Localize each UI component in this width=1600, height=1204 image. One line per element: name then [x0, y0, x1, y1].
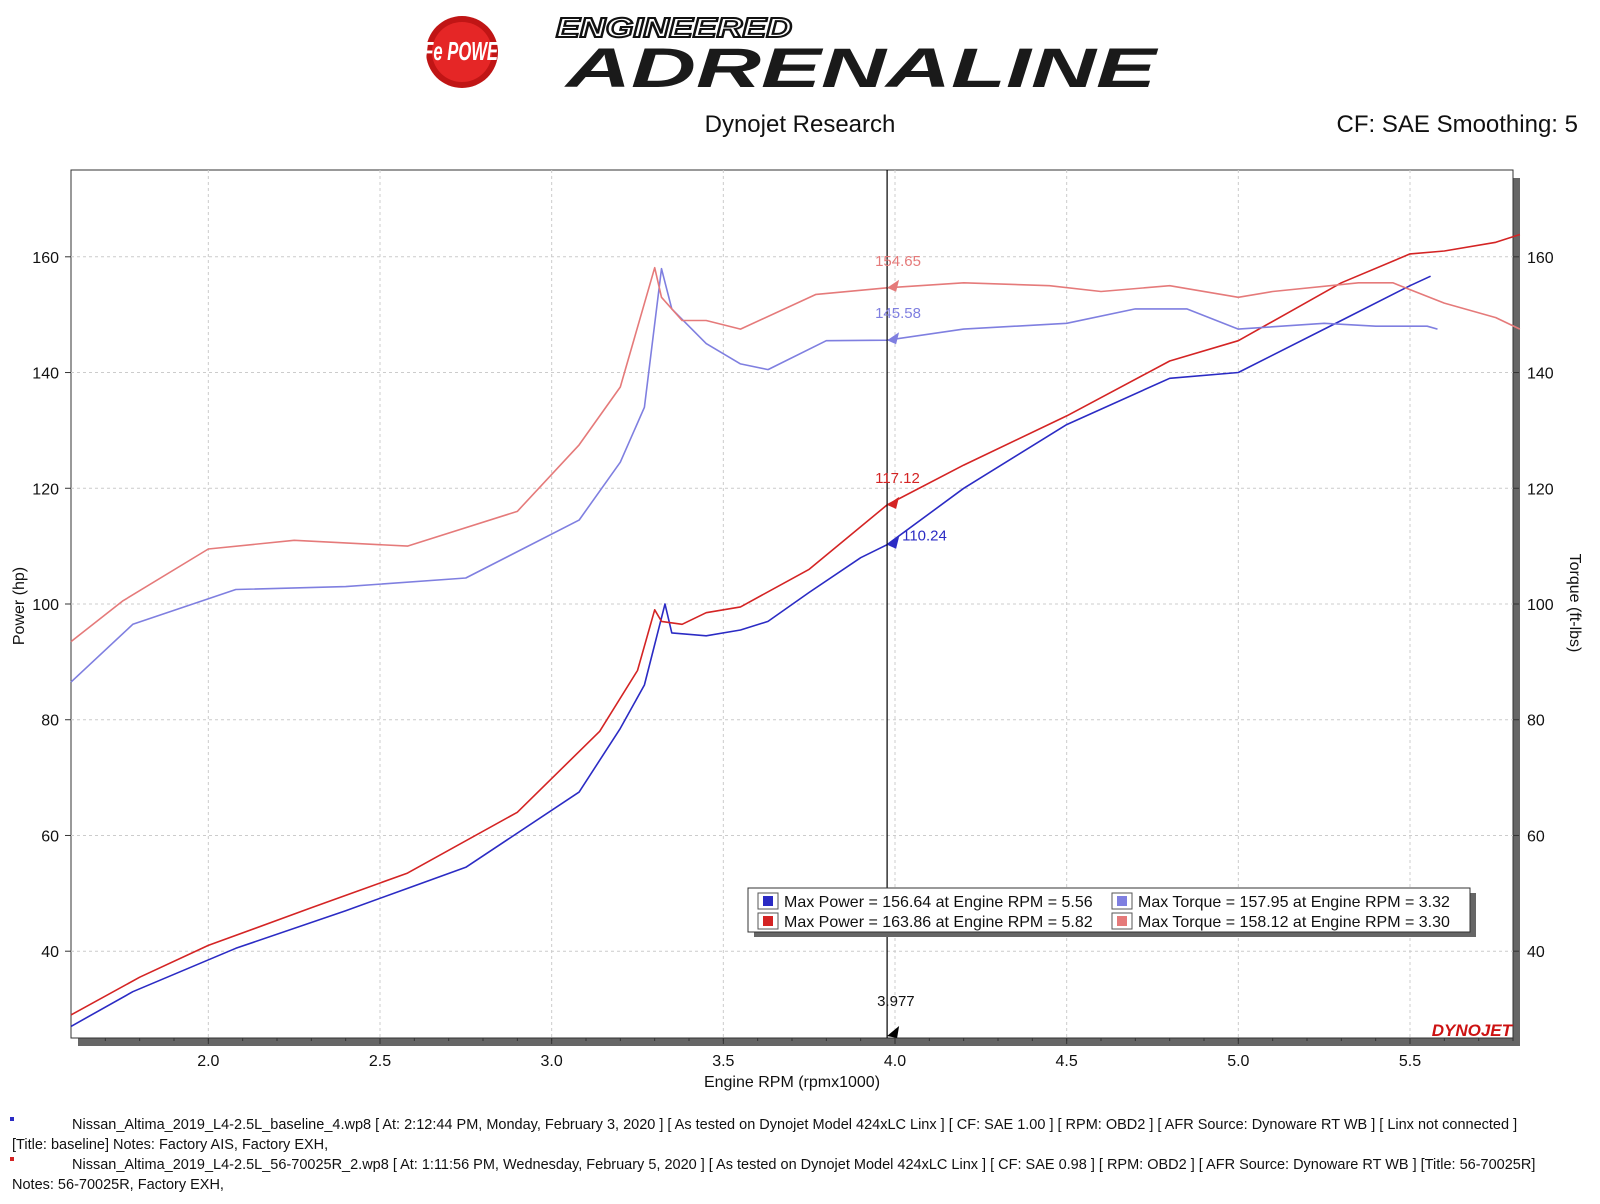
run2-marker-icon	[10, 1157, 14, 1161]
legend-swatch	[763, 916, 773, 926]
y-tick-label-left: 120	[32, 481, 59, 498]
axis-ticks: 2.0 2.5 3.0 3.5 4.0 4.5 5.0 5.5 40 40 60 60 80 80 100 1…	[32, 250, 1554, 1070]
series-mod-power	[70, 233, 1521, 1016]
afe-logo: aFe POWER	[414, 16, 510, 88]
run1-info: Nissan_Altima_2019_L4-2.5L_baseline_4.wp…	[72, 1117, 1518, 1133]
run1-marker-icon	[10, 1117, 14, 1121]
y-tick-label-right: 80	[1527, 713, 1545, 730]
legend: Max Power = 156.64 at Engine RPM = 5.56 M…	[747, 887, 1476, 937]
annotation-layer: 154.65 145.58 117.12 110.24	[875, 253, 947, 549]
settings-label: CF: SAE Smoothing: 5	[1337, 111, 1578, 138]
run2-info: Nissan_Altima_2019_L4-2.5L_56-70025R_2.w…	[72, 1157, 1536, 1173]
logo-text: aFe POWER	[414, 36, 510, 66]
x-tick-label: 4.5	[1056, 1053, 1078, 1070]
y-tick-label-right: 140	[1527, 366, 1554, 383]
y-tick-label-right: 100	[1527, 597, 1554, 614]
x-tick-label: 3.0	[541, 1053, 563, 1070]
series-baseline-torque	[70, 267, 1438, 683]
y-tick-label-left: 100	[32, 597, 59, 614]
value-marker	[887, 332, 900, 345]
grid	[71, 170, 1513, 1038]
y-tick-label-right: 60	[1527, 828, 1545, 845]
legend-swatch	[1117, 896, 1127, 906]
value-marker	[887, 279, 900, 292]
value-marker	[887, 536, 900, 549]
run2-notes: Notes: 56-70025R, Factory EXH,	[12, 1177, 224, 1193]
y-tick-label-right: 120	[1527, 481, 1554, 498]
run1-notes: [Title: baseline] Notes: Factory AIS, Fa…	[12, 1137, 329, 1153]
series-mod-torque	[70, 266, 1521, 643]
value-marker	[887, 496, 900, 509]
series-baseline-power	[70, 275, 1431, 1028]
dynojet-watermark: DYNOJET	[1432, 1021, 1514, 1040]
y-tick-label-right: 40	[1527, 944, 1545, 961]
y-axis-right-label: Torque (ft-lbs)	[1566, 554, 1583, 653]
x-axis-label: Engine RPM (rpmx1000)	[704, 1074, 880, 1091]
cursor-rpm-label: 3.977	[877, 993, 915, 1010]
x-tick-label: 3.5	[712, 1053, 734, 1070]
value-label: 154.65	[875, 253, 921, 270]
y-tick-label-left: 40	[41, 944, 59, 961]
legend-label: Max Torque = 158.12 at Engine RPM = 3.30	[1138, 914, 1450, 931]
slogan-main: ADRENALINE	[563, 36, 1159, 99]
legend-label: Max Torque = 157.95 at Engine RPM = 3.32	[1138, 894, 1450, 911]
series-layer	[70, 233, 1521, 1028]
y-tick-label-left: 80	[41, 713, 59, 730]
cursor-marker	[887, 1026, 900, 1038]
x-tick-label: 2.0	[197, 1053, 219, 1070]
y-tick-label-left: 160	[32, 250, 59, 267]
value-label: 110.24	[902, 528, 947, 545]
y-tick-label-left: 60	[41, 828, 59, 845]
value-label: 145.58	[875, 305, 921, 322]
x-tick-label: 2.5	[369, 1053, 391, 1070]
x-tick-label: 4.0	[884, 1053, 906, 1070]
legend-label: Max Power = 163.86 at Engine RPM = 5.82	[784, 914, 1093, 931]
legend-swatch	[763, 896, 773, 906]
y-tick-label-left: 140	[32, 366, 59, 383]
slogan-top: ENGINEERED	[556, 12, 792, 43]
value-label: 117.12	[875, 470, 920, 487]
y-axis-left-label: Power (hp)	[11, 567, 28, 645]
y-tick-label-right: 160	[1527, 250, 1554, 267]
x-tick-label: 5.0	[1227, 1053, 1249, 1070]
chart-subtitle: Dynojet Research	[705, 111, 896, 138]
legend-swatch	[1117, 916, 1127, 926]
x-tick-label: 5.5	[1399, 1053, 1421, 1070]
legend-label: Max Power = 156.64 at Engine RPM = 5.56	[784, 894, 1093, 911]
